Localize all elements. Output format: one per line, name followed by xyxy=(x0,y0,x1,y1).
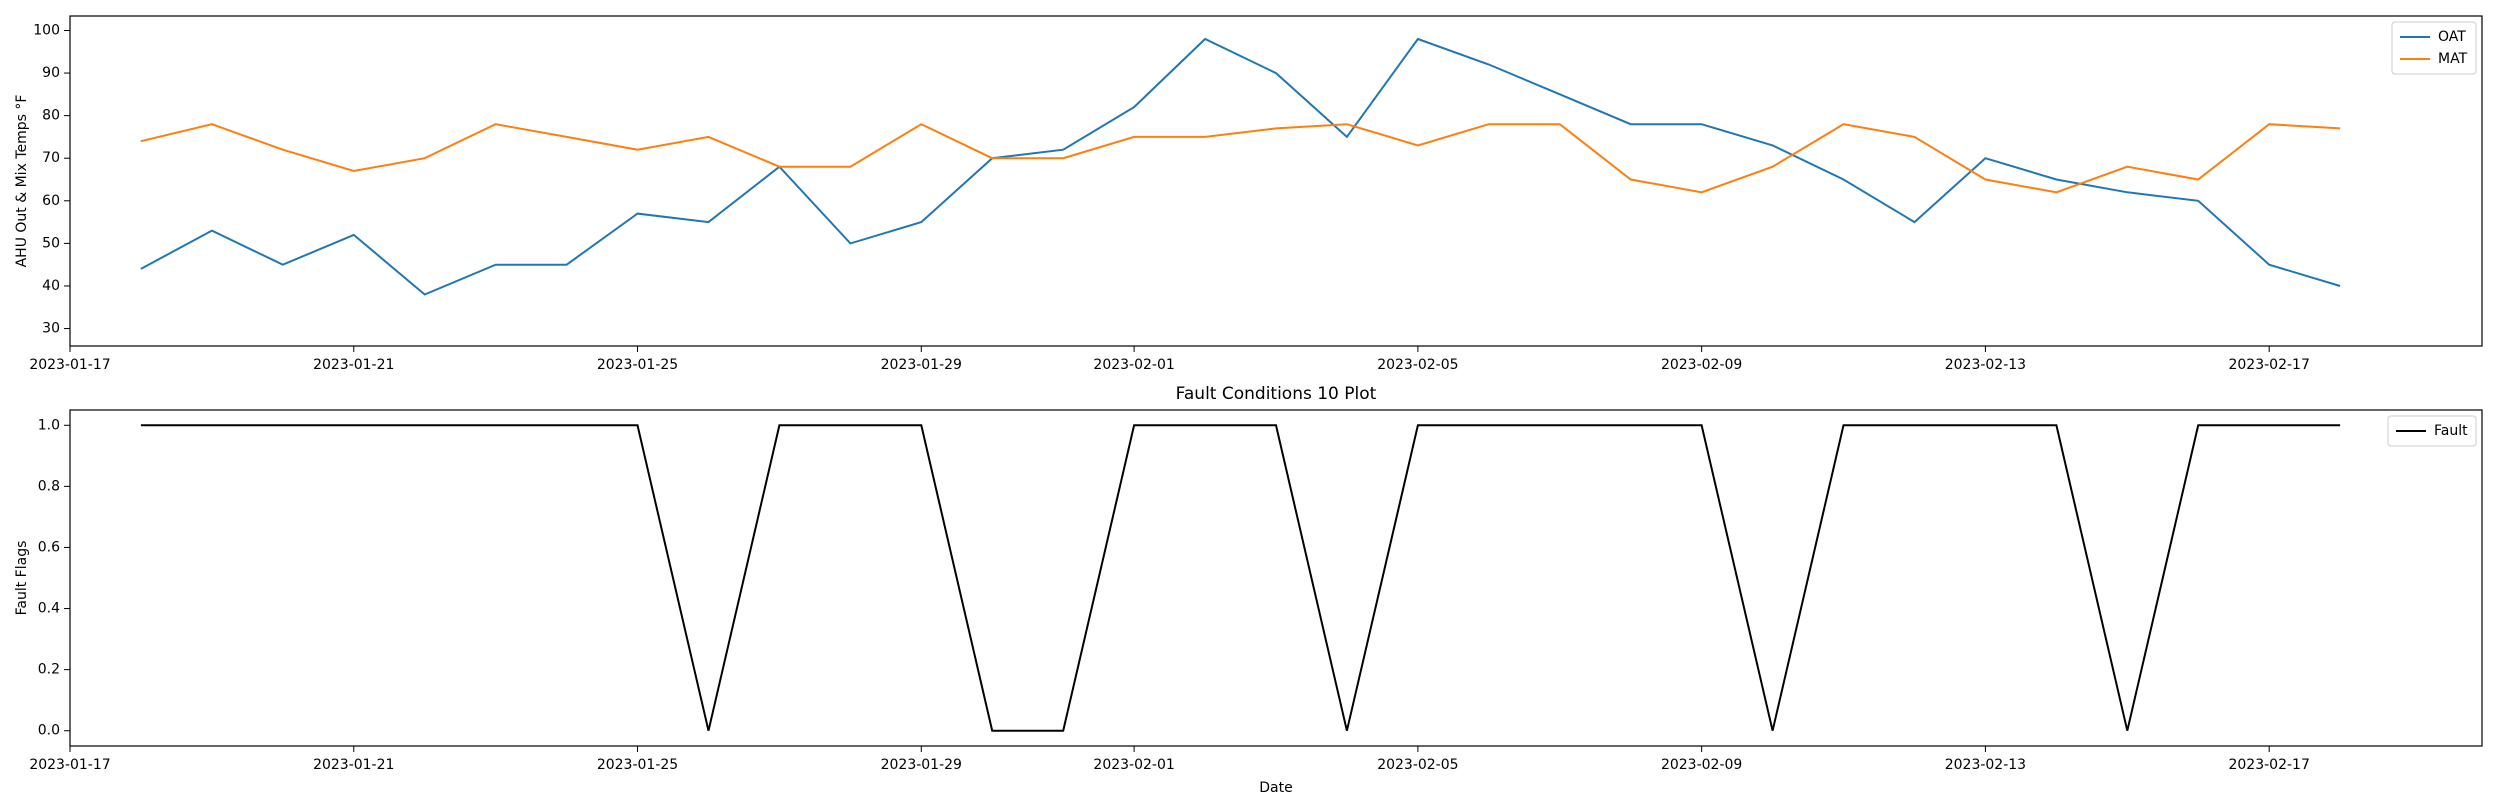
x-tick-label: 2023-02-17 xyxy=(2228,357,2309,373)
x-tick-label: 2023-01-29 xyxy=(881,757,962,773)
x-tick-label: 2023-01-21 xyxy=(313,357,394,373)
x-tick-label: 2023-01-21 xyxy=(313,757,394,773)
legend: OAT MAT xyxy=(2391,21,2477,75)
series-line xyxy=(140,37,2341,296)
legend-label: OAT xyxy=(2438,29,2466,45)
axes-frame xyxy=(69,409,2483,747)
x-tick-label: 2023-02-09 xyxy=(1661,357,1742,373)
legend-box xyxy=(2387,415,2477,447)
y-tick-label: 70 xyxy=(42,150,60,166)
x-tick-label: 2023-01-17 xyxy=(29,357,110,373)
legend-box xyxy=(2391,21,2477,75)
legend-label: Fault xyxy=(2434,423,2468,439)
y-tick-label: 80 xyxy=(42,108,60,124)
x-tick-label: 2023-01-25 xyxy=(597,357,678,373)
y-tick-label: 100 xyxy=(33,22,60,38)
x-tick-label: 2023-02-09 xyxy=(1661,757,1742,773)
x-tick-label: 2023-02-01 xyxy=(1093,357,1174,373)
x-tick-label: 2023-02-13 xyxy=(1945,757,2026,773)
legend: Fault xyxy=(2387,415,2477,447)
x-tick-label: 2023-02-05 xyxy=(1377,357,1458,373)
y-tick-label: 0.0 xyxy=(38,723,60,739)
x-tick-label: 2023-02-17 xyxy=(2228,757,2309,773)
x-tick-label: 2023-01-29 xyxy=(881,357,962,373)
y-axis-label: AHU Out & Mix Temps °F xyxy=(14,95,30,268)
y-tick-label: 0.4 xyxy=(38,601,60,617)
y-tick-label: 1.0 xyxy=(38,417,60,433)
y-tick-label: 0.2 xyxy=(38,662,60,678)
y-tick-label: 90 xyxy=(42,65,60,81)
x-tick-label: 2023-02-01 xyxy=(1093,757,1174,773)
y-axis-label: Fault Flags xyxy=(14,541,30,616)
chart-title: Fault Conditions 10 Plot xyxy=(1176,384,1377,404)
y-tick-label: 40 xyxy=(42,278,60,294)
y-tick-label: 60 xyxy=(42,193,60,209)
legend-label: MAT xyxy=(2438,51,2468,67)
y-tick-label: 50 xyxy=(42,235,60,251)
series-line xyxy=(140,424,2341,732)
x-tick-label: 2023-01-17 xyxy=(29,757,110,773)
y-tick-label: 30 xyxy=(42,321,60,337)
x-axis-label: Date xyxy=(1259,780,1292,796)
x-tick-label: 2023-02-13 xyxy=(1945,357,2026,373)
x-tick-label: 2023-02-05 xyxy=(1377,757,1458,773)
y-tick-label: 0.8 xyxy=(38,478,60,494)
x-tick-label: 2023-01-25 xyxy=(597,757,678,773)
axes-frame xyxy=(69,15,2483,347)
y-tick-label: 0.6 xyxy=(38,539,60,555)
series-line xyxy=(140,123,2341,194)
